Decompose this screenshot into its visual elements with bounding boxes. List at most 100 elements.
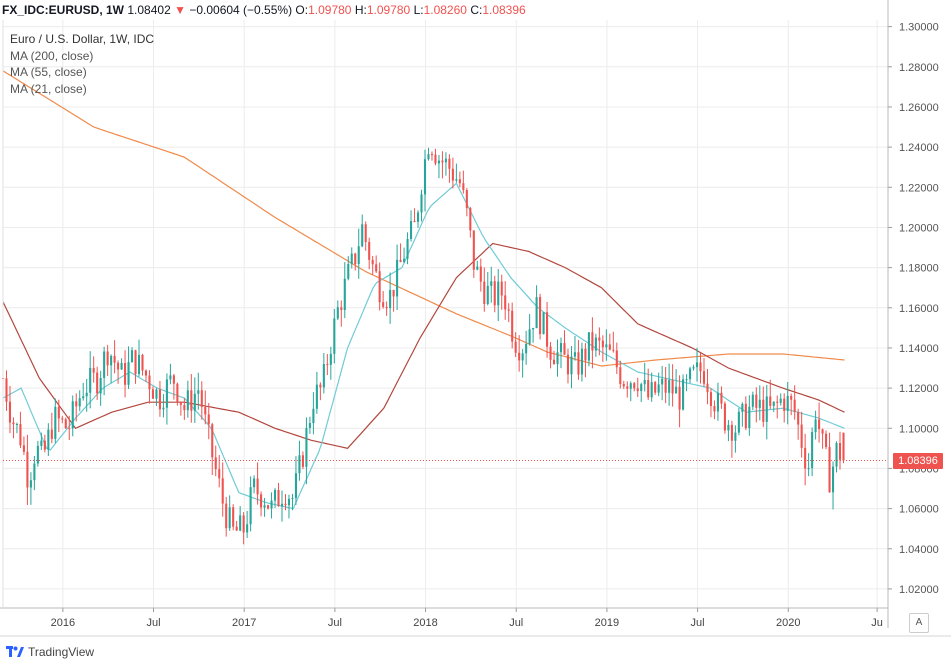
- y-tick-label: 1.24000: [899, 142, 939, 154]
- candle-body: [664, 378, 667, 393]
- candle-body: [85, 392, 88, 397]
- candle-body: [573, 352, 577, 357]
- y-tick-label: 1.04000: [899, 544, 939, 556]
- candle-body: [364, 224, 367, 243]
- candle-body: [368, 242, 371, 260]
- candle-body: [490, 281, 493, 286]
- candle-body: [71, 401, 74, 429]
- candle-body: [647, 379, 650, 398]
- candle-body: [357, 246, 360, 265]
- candle-body: [89, 367, 92, 393]
- candle-body: [176, 383, 179, 403]
- candle-body: [598, 337, 601, 341]
- candle-body: [155, 389, 158, 399]
- candle-body: [566, 354, 570, 375]
- last-price-tag: 1.08396: [893, 453, 943, 469]
- legend-ma55[interactable]: MA (55, close): [10, 65, 87, 79]
- candle-body: [256, 478, 259, 495]
- candle-body: [427, 154, 430, 160]
- candle-body: [246, 524, 249, 533]
- candle-body: [695, 362, 699, 368]
- candle-body: [772, 401, 775, 406]
- candle-body: [751, 394, 754, 407]
- candle-body: [486, 285, 489, 304]
- y-tick-label: 1.06000: [899, 504, 939, 516]
- candle-body: [661, 378, 664, 385]
- candle-body: [389, 289, 392, 309]
- candle-body: [375, 264, 378, 272]
- candle-body: [699, 362, 702, 372]
- candle-body: [842, 432, 845, 461]
- candle-body: [68, 428, 71, 430]
- candle-body: [193, 393, 196, 411]
- candle-body: [280, 503, 284, 507]
- price-change: −0.00604 (−0.55%): [189, 3, 293, 17]
- candle-body: [552, 359, 556, 365]
- candle-body: [786, 395, 789, 411]
- candle-body: [354, 253, 357, 265]
- candle-body: [483, 281, 486, 304]
- candle-body: [392, 289, 395, 297]
- candle-body: [762, 399, 765, 422]
- candle-body: [807, 468, 810, 470]
- candle-body: [5, 378, 8, 402]
- candle-body: [305, 428, 308, 467]
- open-value: 1.09780: [308, 3, 352, 17]
- candle-body: [591, 332, 594, 351]
- symbol-header: FX_IDC:EURUSD, 1W 1.08402 ▼ −0.00604 (−0…: [2, 1, 526, 19]
- candle-body: [570, 356, 573, 375]
- candle-body: [26, 451, 29, 488]
- candle-body: [546, 312, 549, 347]
- candle-body: [134, 350, 137, 375]
- close-label: C:: [470, 3, 483, 17]
- candle-body: [312, 408, 315, 424]
- candle-body: [96, 372, 99, 394]
- candle-body: [315, 384, 318, 409]
- candle-body: [594, 337, 597, 351]
- legend-ma200[interactable]: MA (200, close): [10, 48, 94, 63]
- candle-body: [821, 429, 824, 434]
- candle-body: [500, 281, 503, 296]
- candles: [1, 147, 845, 545]
- candle-body: [497, 281, 500, 306]
- candle-body: [406, 239, 409, 259]
- candle-body: [675, 386, 678, 394]
- y-tick-label: 1.16000: [899, 303, 939, 315]
- candle-body: [127, 362, 130, 385]
- candle-body: [130, 350, 134, 363]
- candle-body: [765, 396, 768, 422]
- candle-body: [528, 329, 531, 344]
- candle-body: [218, 469, 221, 479]
- y-tick-label: 1.10000: [899, 423, 939, 435]
- candle-body: [284, 503, 287, 506]
- moving-averages: [2, 70, 845, 510]
- candle-body: [612, 349, 615, 351]
- candle-body: [263, 505, 266, 508]
- legend-ma21[interactable]: MA (21, close): [10, 81, 87, 96]
- candle-body: [577, 352, 580, 375]
- candle-body: [458, 179, 461, 184]
- candle-body: [800, 424, 803, 448]
- candle-body: [744, 403, 747, 429]
- candle-body: [525, 343, 528, 354]
- candle-body: [117, 362, 120, 370]
- candle-body: [448, 158, 451, 169]
- candle-body: [399, 259, 402, 262]
- candle-body: [584, 348, 587, 361]
- open-label: O:: [295, 3, 309, 17]
- grid: [3, 20, 888, 608]
- candle-body: [249, 487, 252, 525]
- candle-body: [106, 351, 109, 366]
- candle-body: [539, 297, 542, 335]
- auto-scale-button[interactable]: A: [909, 613, 929, 633]
- candle-body: [239, 515, 242, 531]
- candle-body: [682, 379, 685, 410]
- tradingview-brand[interactable]: TradingView: [6, 645, 94, 659]
- candle-body: [444, 158, 447, 163]
- y-tick-label: 1.28000: [899, 62, 939, 74]
- y-tick-label: 1.12000: [899, 383, 939, 395]
- candle-body: [420, 194, 423, 213]
- candle-body: [535, 297, 538, 329]
